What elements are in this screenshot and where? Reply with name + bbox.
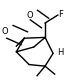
Text: H: H xyxy=(57,48,63,57)
Text: F: F xyxy=(59,10,63,19)
Text: O: O xyxy=(27,11,33,20)
Text: O: O xyxy=(2,26,8,36)
